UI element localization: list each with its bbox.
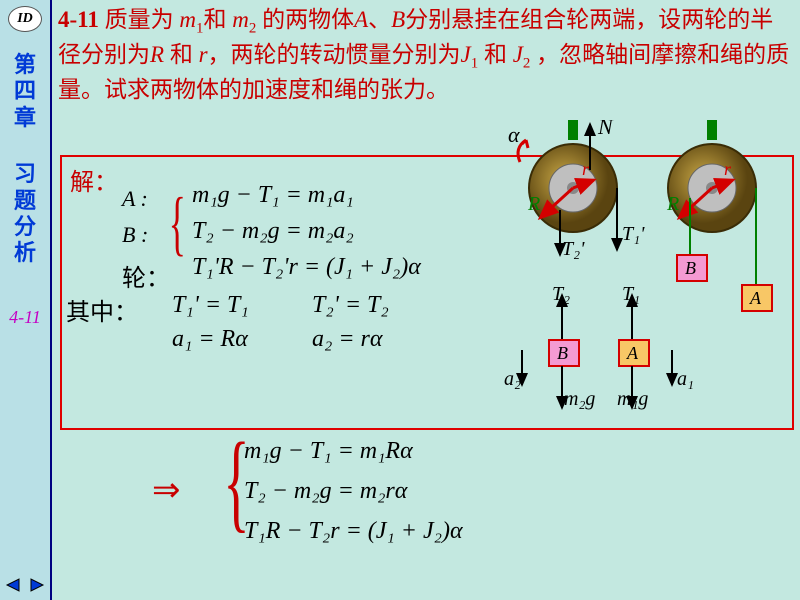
a1-label: a₁ [677,368,694,390]
problem-statement: 4-11 质量为 m1和 m2 的两物体A、B分别悬挂在组合轮两端，设两轮的半径… [52,0,800,109]
A2-box: A [626,343,639,363]
eq-f2: T₂ − m₂g = m₂rα [244,478,407,505]
A-box: A [749,288,762,308]
eq-wheel: T₁'R − T₂'r = (J₁ + J₂)α [192,254,421,281]
label-A: A : [122,186,148,212]
a2-label: a₂ [504,368,521,390]
eq-a2: a₂ = rα [312,326,382,353]
eq-T1p: T₁' = T₁ [172,292,249,319]
page: ID 第四章 习题分析 4-11 4-11 质量为 m1和 m2 的两物体A、B… [0,0,800,600]
label-wheel: 轮： [122,258,170,293]
eq-f1: m₁g − T₁ = m₁Rα [244,438,413,465]
nav-arrows [0,576,50,594]
eq-A: m₁g − T₁ = m₁a₁ [192,182,354,209]
N-label: N [597,120,614,139]
next-button[interactable] [28,576,46,594]
diagram: α N R r T₁' T₂' [502,120,792,430]
T2p-label: T₂' [562,238,585,260]
eq-B: T₂ − m₂g = m₂a₂ [192,218,354,245]
prev-button[interactable] [4,576,22,594]
eq-a1: a₁ = Rα [172,326,248,353]
section-label: 习题分析 [13,161,37,267]
B-box: B [685,258,696,278]
r-label: r [582,159,590,179]
m1g-label: m₁g [617,388,648,410]
problem-number: 4-11 [9,307,41,328]
main-content: 4-11 质量为 m1和 m2 的两物体A、B分别悬挂在组合轮两端，设两轮的半径… [50,0,800,600]
m2g-label: m₂g [564,388,595,410]
R-label: R [527,193,540,215]
diagram-svg: α N R r T₁' T₂' [502,120,792,430]
logo: ID [8,6,42,32]
brace-icon: { [169,182,186,265]
T1p-label: T₁' [622,223,645,245]
chapter-label: 第四章 [13,52,37,131]
T1-label: T₁ [622,283,640,305]
T2-label: T₂ [552,283,570,305]
problem-id: 4-11 [58,7,99,32]
sidebar: ID 第四章 习题分析 4-11 [0,0,50,600]
eq-T2p: T₂' = T₂ [312,292,389,319]
solution-label: 解： [70,162,118,197]
arrow-right-icon: ⇒ [152,470,181,510]
r2-label: r [724,159,732,179]
alpha-label: α [508,122,520,147]
B2-box: B [557,343,568,363]
label-where: 其中： [66,292,138,327]
eq-f3: T₁R − T₂r = (J₁ + J₂)α [244,518,463,545]
R2-label: R [666,193,679,215]
label-B: B : [122,222,148,248]
